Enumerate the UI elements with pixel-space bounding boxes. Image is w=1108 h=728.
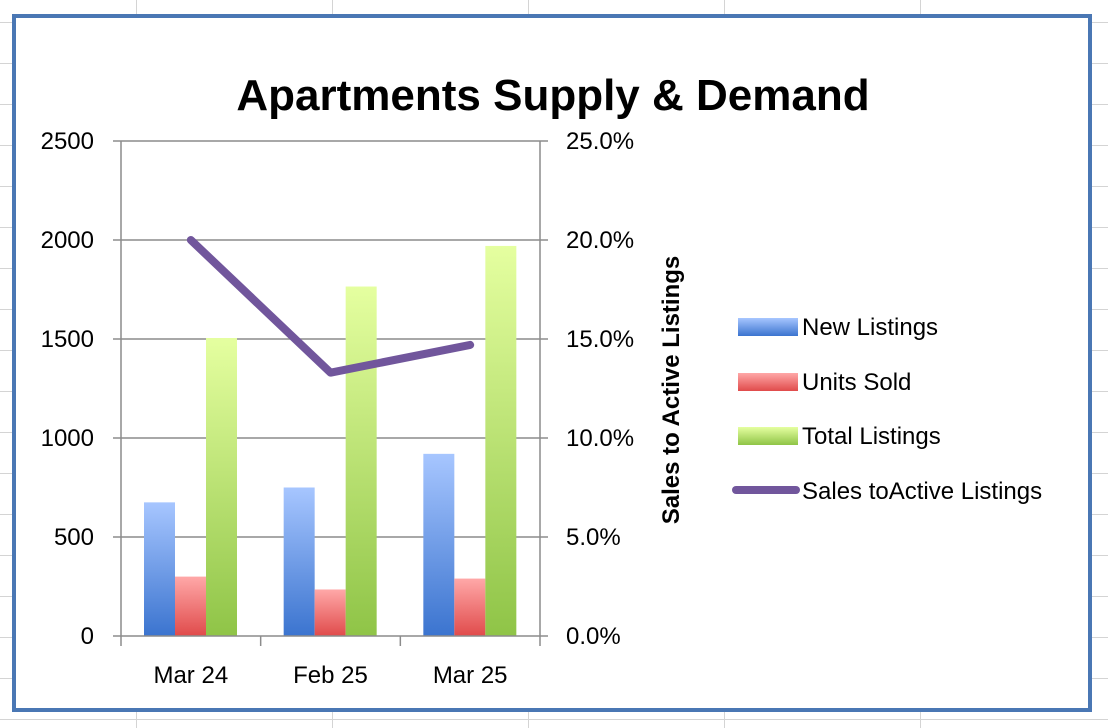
right-tick-label: 25.0% bbox=[566, 128, 634, 155]
right-tick-label: 10.0% bbox=[566, 425, 634, 452]
line-point-2 bbox=[469, 343, 472, 346]
left-tick-label: 2000 bbox=[41, 227, 94, 254]
right-tick-label: 15.0% bbox=[566, 326, 634, 353]
legend-swatch-new-listings bbox=[738, 318, 798, 336]
left-tick-label: 1500 bbox=[41, 326, 94, 353]
line-point-1 bbox=[329, 371, 332, 374]
legend-swatch-units-sold bbox=[738, 373, 798, 391]
chart-title: Apartments Supply & Demand bbox=[236, 71, 869, 120]
bar-new-listings-2 bbox=[423, 453, 455, 636]
legend-label: Units Sold bbox=[802, 369, 911, 396]
bar-units-sold-1 bbox=[314, 589, 346, 636]
left-tick-label: 500 bbox=[54, 524, 94, 551]
right-tick-label: 20.0% bbox=[566, 227, 634, 254]
x-tick-label: Mar 25 bbox=[433, 662, 508, 689]
right-tick-label: 5.0% bbox=[566, 524, 621, 551]
legend-swatch-total-listings bbox=[738, 427, 798, 445]
legend-label: Total Listings bbox=[802, 423, 941, 450]
bar-new-listings-1 bbox=[283, 487, 315, 636]
bar-total-listings-1 bbox=[345, 286, 377, 636]
legend-label: New Listings bbox=[802, 314, 938, 341]
line-point-0 bbox=[189, 239, 192, 241]
left-tick-label: 2500 bbox=[41, 128, 94, 155]
bar-units-sold-0 bbox=[175, 576, 206, 636]
bar-total-listings-0 bbox=[206, 338, 237, 636]
right-axis-title: Sales to Active Listings bbox=[658, 256, 685, 525]
bar-units-sold-2 bbox=[454, 578, 486, 636]
bar-new-listings-0 bbox=[144, 502, 175, 636]
left-tick-label: 0 bbox=[81, 623, 94, 650]
left-tick-label: 1000 bbox=[41, 425, 94, 452]
x-tick-label: Mar 24 bbox=[153, 662, 228, 689]
right-tick-label: 0.0% bbox=[566, 623, 621, 650]
legend-label: Sales toActive Listings bbox=[802, 478, 1042, 505]
bar-total-listings-2 bbox=[485, 245, 517, 636]
x-tick-label: Feb 25 bbox=[293, 662, 368, 689]
